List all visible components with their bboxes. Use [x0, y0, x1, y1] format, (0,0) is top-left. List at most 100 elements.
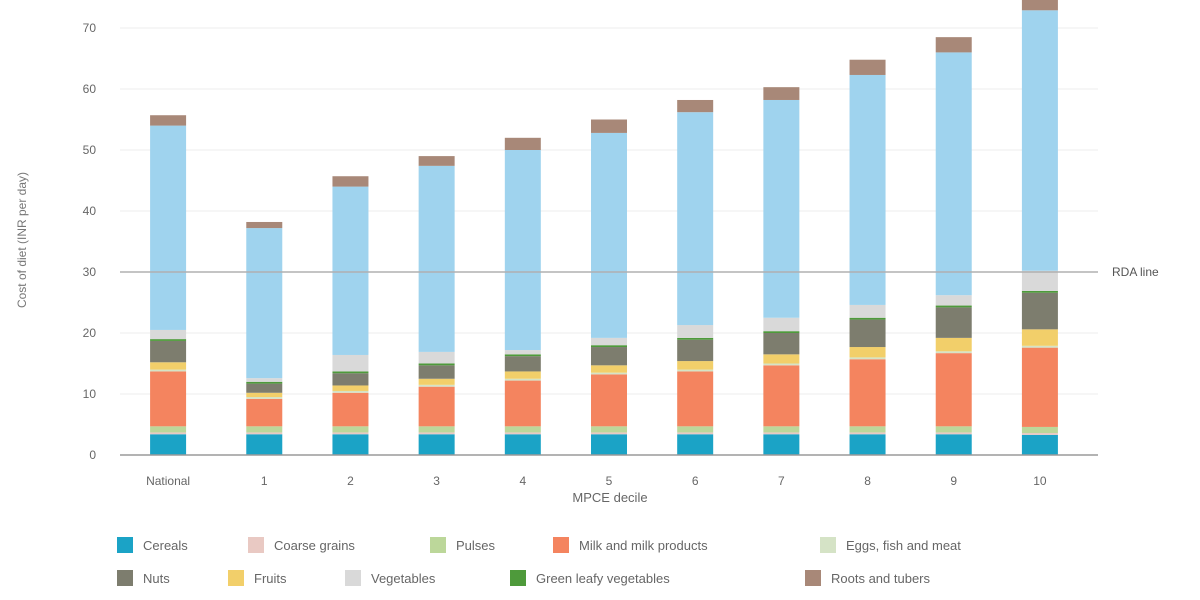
bar-segment-green-leafy-vegetables: [935, 305, 972, 308]
bar-segment-unlabeled: [150, 125, 187, 330]
bar-stack: [935, 37, 972, 455]
bar-segment-milk-and-milk-products: [246, 398, 283, 427]
bar-segment-pulses: [763, 426, 800, 433]
bar-segment-fruits: [591, 365, 627, 373]
bar-segment-nuts: [150, 340, 187, 363]
x-tick-label: 9: [950, 474, 957, 488]
bar-segment-green-leafy-vegetables: [150, 339, 187, 341]
bar-segment-unlabeled: [504, 150, 541, 351]
bar-segment-milk-and-milk-products: [591, 374, 627, 427]
bar-segment-vegetables: [246, 378, 283, 382]
bars: [150, 0, 1058, 455]
bar-segment-eggs-fish-and-meat: [332, 390, 369, 393]
bar-segment-coarse-grains: [150, 432, 187, 435]
bar-segment-vegetables: [1021, 270, 1058, 291]
x-axis-title: MPCE decile: [572, 490, 647, 505]
bar-stack: [591, 119, 627, 455]
bar-segment-coarse-grains: [763, 432, 800, 435]
x-tick-label: 3: [433, 474, 440, 488]
bar-segment-unlabeled: [677, 112, 714, 326]
y-tick-label: 40: [83, 204, 97, 218]
bar-segment-vegetables: [504, 350, 541, 355]
bar-segment-eggs-fish-and-meat: [1021, 345, 1058, 348]
bar-segment-milk-and-milk-products: [849, 359, 886, 427]
y-tick-label: 30: [83, 265, 97, 279]
bar-stack: [332, 176, 369, 455]
x-tick-label: 1: [261, 474, 268, 488]
x-tick-label: 7: [778, 474, 785, 488]
bar-stack: [763, 87, 800, 455]
bar-segment-pulses: [418, 426, 455, 433]
y-axis-title: Cost of diet (INR per day): [15, 172, 29, 308]
bar-segment-cereals: [677, 434, 714, 455]
bar-segment-cereals: [935, 434, 972, 455]
bar-segment-roots-and-tubers: [935, 37, 972, 53]
bar-segment-nuts: [1021, 292, 1058, 330]
bar-segment-eggs-fish-and-meat: [504, 378, 541, 381]
y-tick-label: 10: [83, 387, 97, 401]
bar-segment-green-leafy-vegetables: [591, 345, 627, 348]
bar-segment-milk-and-milk-products: [418, 386, 455, 427]
bar-segment-eggs-fish-and-meat: [763, 363, 800, 366]
bar-segment-cereals: [1021, 434, 1058, 455]
x-tick-label: 4: [519, 474, 526, 488]
bar-segment-pulses: [504, 426, 541, 433]
bar-segment-unlabeled: [849, 74, 886, 305]
bar-segment-pulses: [1021, 426, 1058, 434]
bar-segment-eggs-fish-and-meat: [246, 397, 283, 399]
bar-segment-pulses: [677, 426, 714, 433]
bar-segment-roots-and-tubers: [246, 221, 283, 229]
bar-segment-pulses: [246, 426, 283, 433]
bar-segment-roots-and-tubers: [418, 156, 455, 166]
y-tick-label: 60: [83, 82, 97, 96]
bar-segment-fruits: [1021, 329, 1058, 346]
x-tick-label: 5: [606, 474, 613, 488]
x-tick-label: 8: [864, 474, 871, 488]
bar-segment-vegetables: [677, 325, 714, 338]
bar-stack: [849, 59, 886, 455]
x-tick-label: 10: [1033, 474, 1047, 488]
bar-segment-fruits: [418, 378, 455, 385]
bar-segment-milk-and-milk-products: [332, 392, 369, 427]
bar-segment-green-leafy-vegetables: [763, 331, 800, 333]
bar-segment-pulses: [150, 426, 187, 433]
bar-segment-coarse-grains: [332, 432, 369, 435]
bar-segment-vegetables: [849, 304, 886, 318]
y-tick-label: 70: [83, 21, 97, 35]
bar-segment-eggs-fish-and-meat: [591, 372, 627, 375]
bar-segment-roots-and-tubers: [332, 176, 369, 187]
bar-segment-eggs-fish-and-meat: [849, 357, 886, 360]
bar-segment-unlabeled: [246, 228, 283, 379]
bar-segment-roots-and-tubers: [1021, 0, 1058, 11]
bar-segment-fruits: [332, 385, 369, 391]
bar-segment-cereals: [418, 434, 455, 455]
bar-segment-nuts: [763, 333, 800, 355]
bar-segment-eggs-fish-and-meat: [418, 384, 455, 387]
bar-segment-roots-and-tubers: [591, 119, 627, 133]
bar-segment-green-leafy-vegetables: [332, 371, 369, 374]
bar-segment-eggs-fish-and-meat: [677, 369, 714, 372]
bar-segment-pulses: [849, 426, 886, 433]
bar-segment-green-leafy-vegetables: [504, 354, 541, 357]
bar-segment-vegetables: [935, 295, 972, 306]
x-tick-label: 2: [347, 474, 354, 488]
bar-segment-fruits: [677, 361, 714, 370]
bar-segment-vegetables: [150, 329, 187, 340]
bar-segment-nuts: [504, 356, 541, 372]
bar-segment-eggs-fish-and-meat: [150, 369, 187, 372]
bar-segment-coarse-grains: [935, 432, 972, 435]
bar-segment-unlabeled: [591, 132, 627, 338]
bar-stack: [1021, 0, 1058, 455]
bar-segment-green-leafy-vegetables: [849, 317, 886, 320]
bar-segment-roots-and-tubers: [504, 137, 541, 150]
bar-segment-cereals: [763, 434, 800, 455]
y-axis-ticks: 0 10 20 30 40 50 60 70: [83, 21, 97, 462]
bar-segment-fruits: [935, 337, 972, 352]
bar-segment-coarse-grains: [418, 432, 455, 435]
bar-segment-coarse-grains: [591, 432, 627, 435]
bar-segment-green-leafy-vegetables: [677, 337, 714, 340]
bar-segment-nuts: [677, 339, 714, 362]
bar-segment-cereals: [591, 434, 627, 455]
bar-segment-cereals: [504, 434, 541, 455]
bar-segment-nuts: [935, 307, 972, 338]
